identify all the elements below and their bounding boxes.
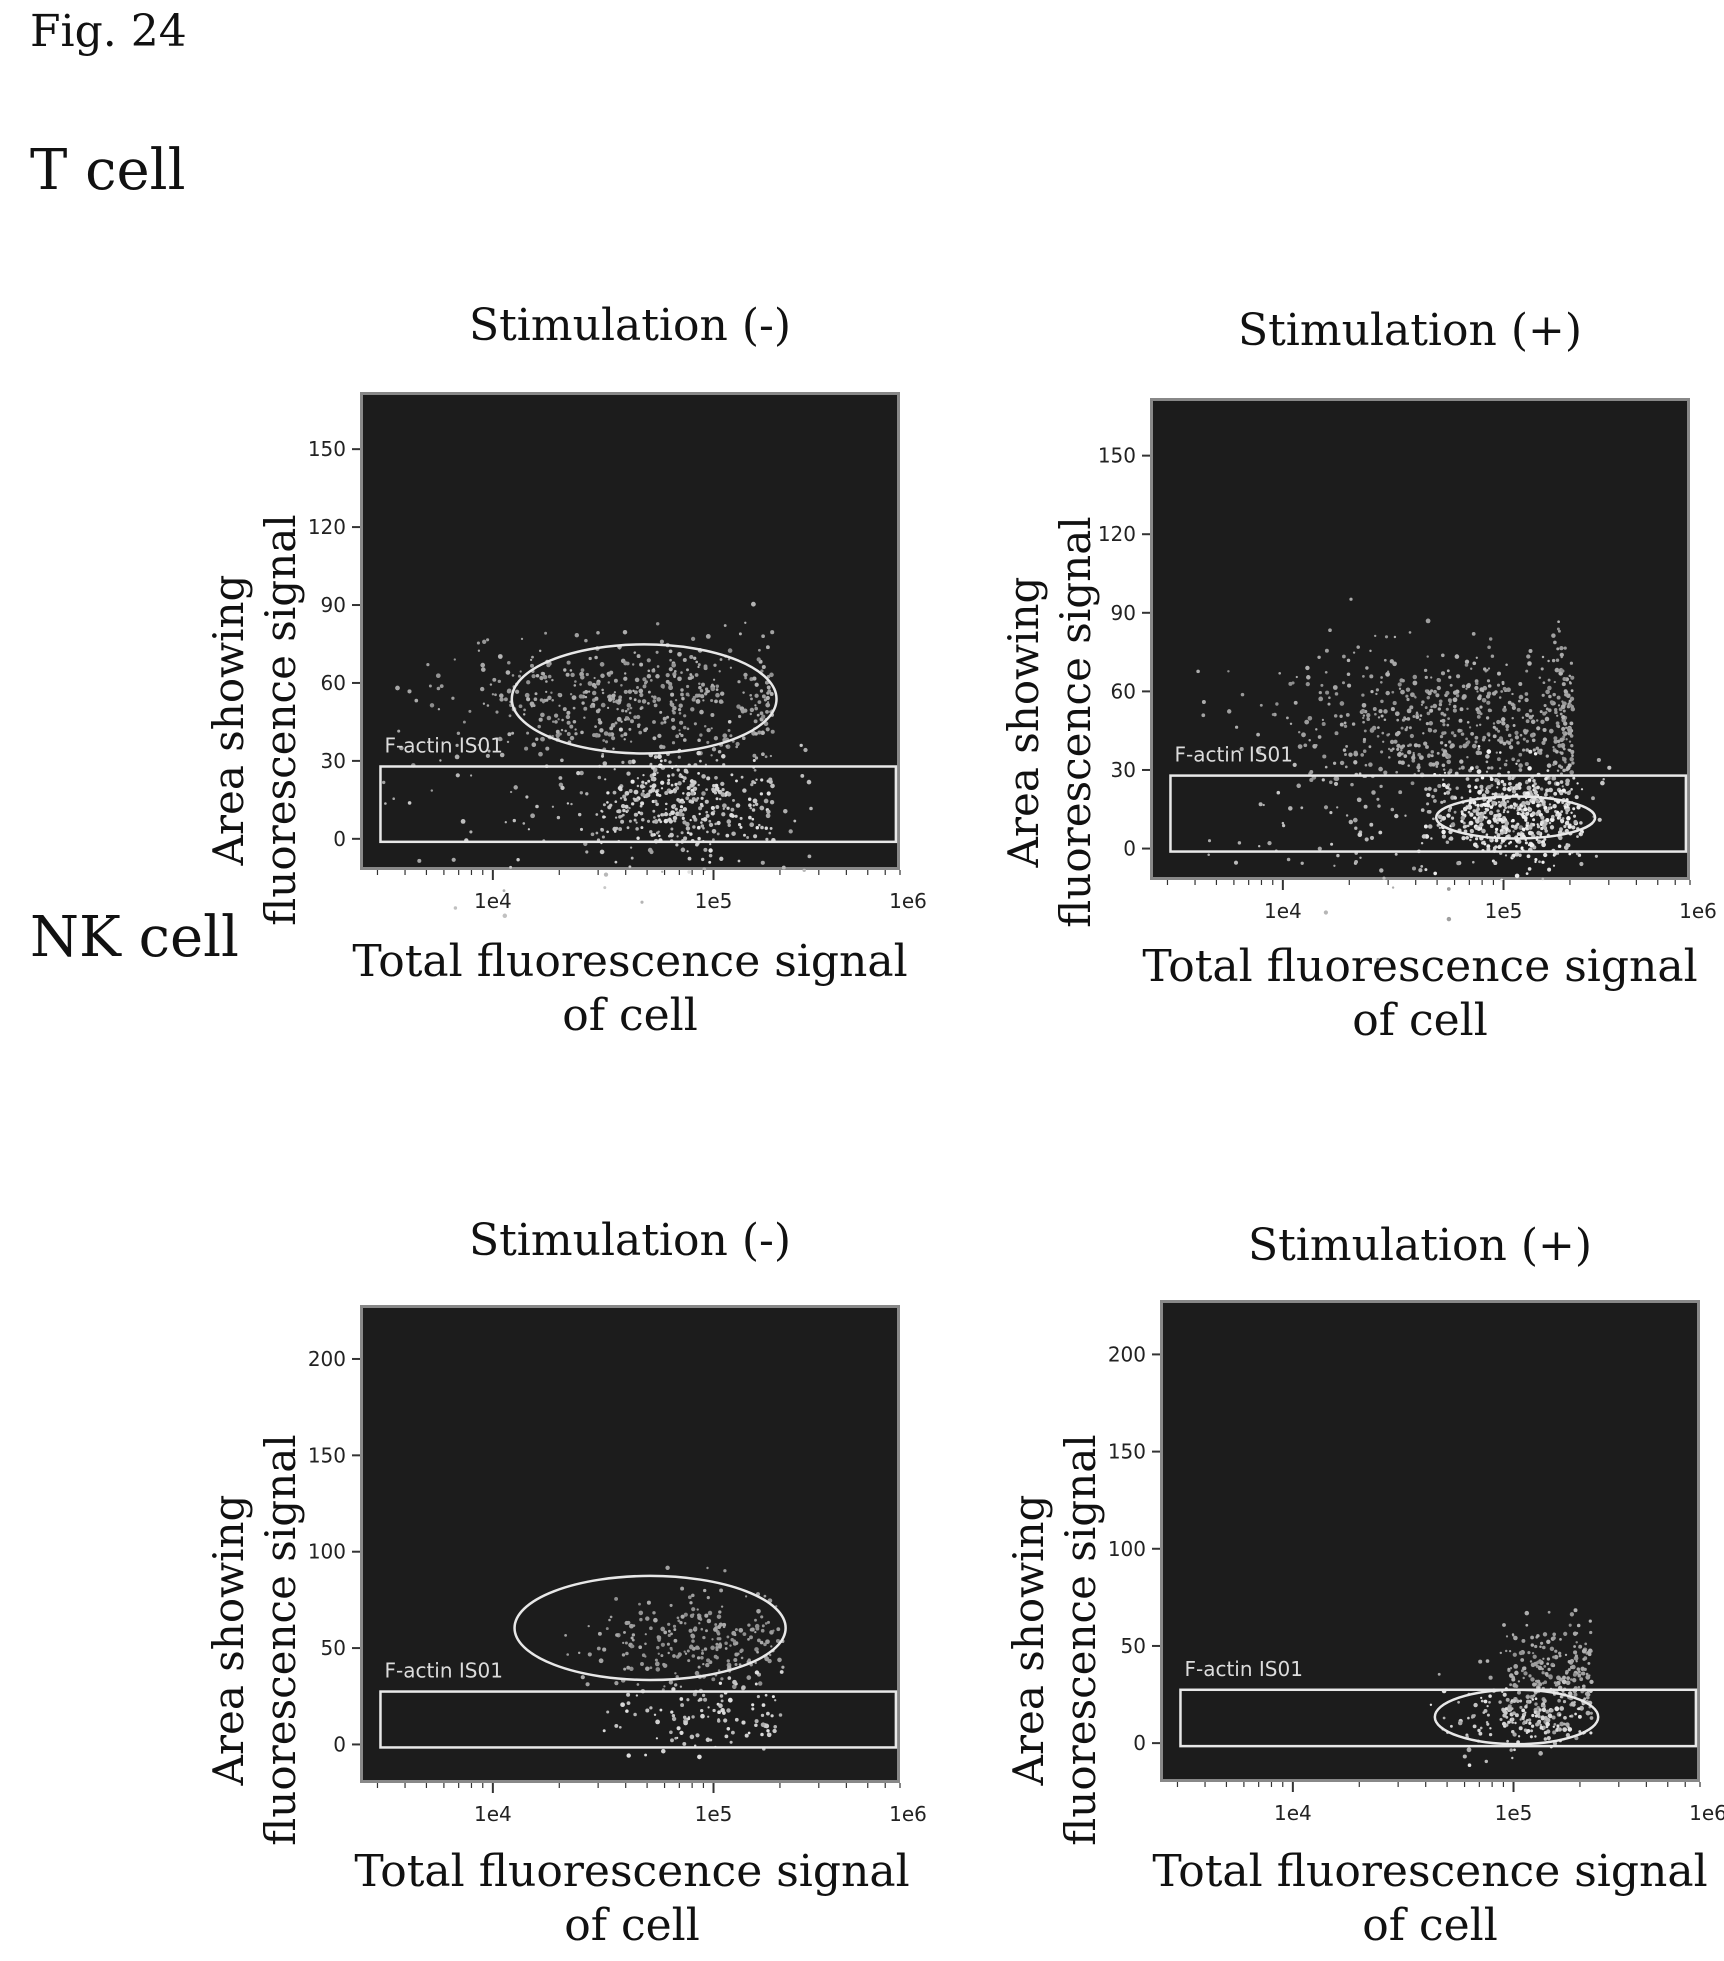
- x-tick-label: 1e6: [1689, 1801, 1724, 1825]
- x-tick-label: 1e4: [1274, 1801, 1312, 1825]
- axes-svg: 0 30 60 90 120 150 1e4 1e5 1e6: [1060, 398, 1720, 970]
- y-tick-label: 0: [333, 1732, 346, 1756]
- panel-title: Stimulation (-): [370, 1215, 890, 1266]
- axes-svg: 0 30 60 90 120 150 1e4 1e5 1e6: [270, 392, 930, 960]
- y-axis-label-line: Area showing: [998, 512, 1050, 932]
- y-tick-label: 150: [308, 1443, 346, 1467]
- x-axis-label-line: of cell: [350, 989, 910, 1043]
- x-axis-label-line: of cell: [352, 1899, 912, 1953]
- x-axis-label-line: of cell: [1140, 994, 1700, 1048]
- x-axis-label-line: of cell: [1150, 1899, 1710, 1953]
- y-tick-label: 200: [308, 1347, 346, 1371]
- panel-title: Stimulation (+): [1160, 1220, 1680, 1271]
- x-tick-label: 1e5: [695, 1802, 733, 1826]
- y-tick-label: 100: [1108, 1537, 1146, 1561]
- y-tick-label: 120: [308, 515, 346, 539]
- y-tick-label: 150: [1098, 444, 1136, 468]
- y-axis-label-line: Area showing: [203, 510, 255, 930]
- panel-title: Stimulation (-): [370, 300, 890, 351]
- y-tick-label: 0: [1133, 1731, 1146, 1755]
- y-tick-label: 50: [1121, 1634, 1146, 1658]
- axes-svg: 0 50 100 150 200 1e4 1e5 1e6: [270, 1305, 930, 1873]
- x-tick-label: 1e6: [1679, 899, 1717, 923]
- panel-title: Stimulation (+): [1150, 305, 1670, 356]
- x-tick-label: 1e4: [1264, 899, 1302, 923]
- y-tick-label: 60: [321, 671, 346, 695]
- y-tick-label: 60: [1111, 679, 1136, 703]
- axes-svg: 0 50 100 150 200 1e4 1e5 1e6: [1070, 1300, 1724, 1872]
- x-tick-label: 1e5: [1485, 899, 1523, 923]
- y-axis-label-line: Area showing: [1003, 1430, 1055, 1850]
- y-tick-label: 30: [321, 749, 346, 773]
- section-title-t-cell: T cell: [30, 138, 185, 203]
- x-tick-label: 1e5: [1495, 1801, 1533, 1825]
- y-tick-label: 150: [1108, 1440, 1146, 1464]
- y-tick-label: 50: [321, 1636, 346, 1660]
- x-tick-label: 1e6: [889, 889, 927, 913]
- y-tick-label: 30: [1111, 758, 1136, 782]
- y-tick-label: 100: [308, 1540, 346, 1564]
- y-tick-label: 120: [1098, 522, 1136, 546]
- x-tick-label: 1e4: [474, 1802, 512, 1826]
- x-tick-label: 1e4: [474, 889, 512, 913]
- y-axis-label-line: Area showing: [203, 1430, 255, 1850]
- y-tick-label: 90: [321, 593, 346, 617]
- y-tick-label: 150: [308, 437, 346, 461]
- y-tick-label: 0: [1123, 837, 1136, 861]
- x-tick-label: 1e6: [889, 1802, 927, 1826]
- y-tick-label: 200: [1108, 1342, 1146, 1366]
- y-tick-label: 90: [1111, 601, 1136, 625]
- figure-label: Fig. 24: [30, 6, 187, 57]
- y-tick-label: 0: [333, 827, 346, 851]
- x-tick-label: 1e5: [695, 889, 733, 913]
